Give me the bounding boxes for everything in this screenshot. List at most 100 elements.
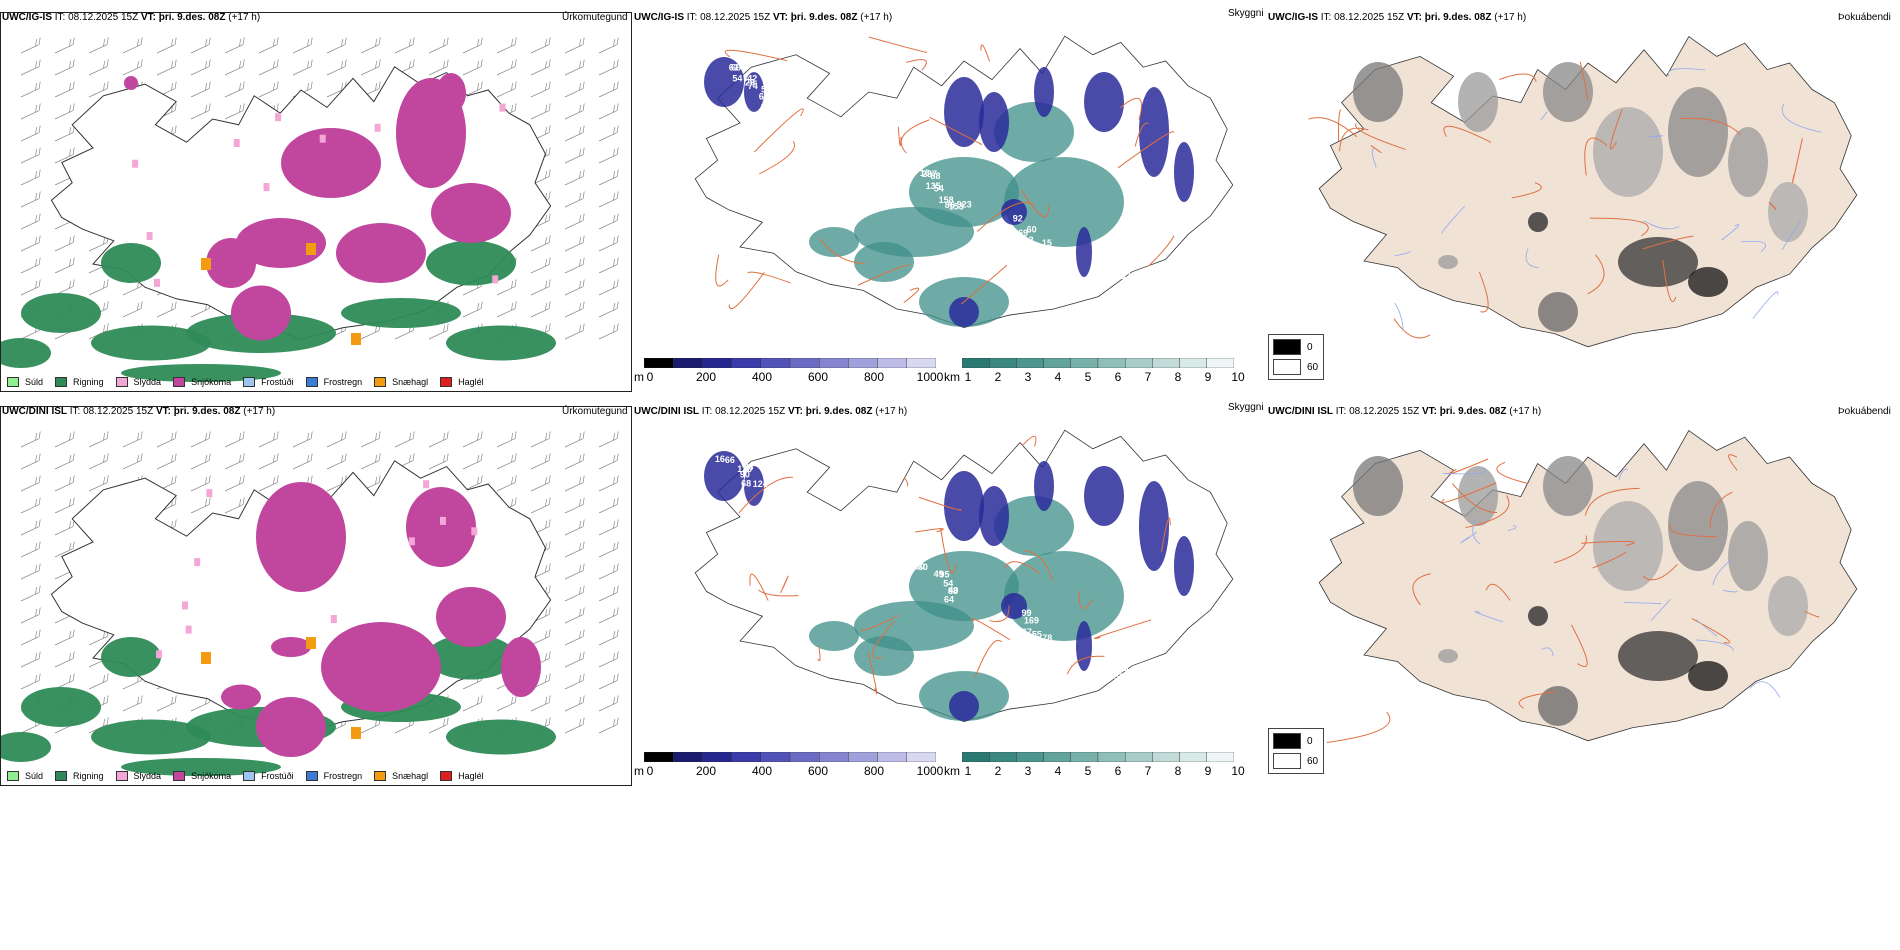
road bbox=[1584, 487, 1640, 516]
rain-area bbox=[446, 719, 556, 755]
fog-area bbox=[1538, 686, 1578, 726]
low-ceiling-area bbox=[744, 466, 764, 506]
road bbox=[1669, 524, 1717, 538]
visibility-colorbar-segment bbox=[1016, 358, 1044, 368]
road bbox=[1571, 624, 1588, 668]
visibility-colorbar-segment bbox=[1097, 358, 1126, 368]
ceiling-value-label: 60 bbox=[1027, 225, 1037, 235]
visibility-tick-label: 6 bbox=[1114, 764, 1122, 778]
graupel-spot bbox=[201, 258, 211, 270]
sleet-spot bbox=[319, 134, 326, 143]
ceiling-colorbar-segment bbox=[673, 752, 703, 762]
legend-item: Frostregn bbox=[305, 377, 363, 387]
river bbox=[1752, 291, 1779, 319]
ceiling-tick-label: 600 bbox=[807, 370, 829, 384]
wind-barb bbox=[20, 213, 41, 230]
ceiling-colorbar-segment bbox=[906, 752, 936, 762]
wind-barb bbox=[88, 431, 109, 448]
road bbox=[977, 202, 1035, 233]
fog-area bbox=[1458, 72, 1498, 132]
ceiling-value-label: 155 bbox=[866, 151, 881, 161]
river bbox=[1508, 525, 1517, 531]
visibility-colorbar-segment bbox=[1206, 358, 1234, 368]
wind-barb bbox=[530, 497, 551, 514]
ceiling-colorbar bbox=[644, 752, 936, 762]
wind-barb bbox=[598, 323, 619, 340]
visibility-colorbar bbox=[962, 752, 1234, 762]
low-visibility-area bbox=[854, 242, 914, 282]
legend-swatch bbox=[115, 377, 128, 387]
road bbox=[1021, 189, 1050, 218]
low-visibility-area bbox=[994, 496, 1074, 556]
it-label: IT: bbox=[686, 12, 698, 23]
ceiling-value-label: 50 bbox=[832, 510, 842, 520]
legend-label: Snæhagl bbox=[392, 377, 429, 387]
river bbox=[1474, 611, 1503, 623]
low-ceiling-area bbox=[1034, 461, 1054, 511]
wind-barb bbox=[20, 497, 41, 514]
low-ceiling-area bbox=[704, 57, 744, 107]
visibility-tick-label: 2 bbox=[994, 764, 1002, 778]
wind-barb bbox=[224, 497, 245, 514]
wind-barb bbox=[598, 169, 619, 186]
legend-label: Rigning bbox=[73, 377, 104, 387]
ceiling-value-label: 86 bbox=[743, 462, 753, 472]
wind-barb bbox=[156, 431, 177, 448]
visibility-tick-label: 7 bbox=[1144, 764, 1152, 778]
wind-barb bbox=[20, 563, 41, 580]
road bbox=[1134, 122, 1149, 147]
ceiling-value-label: 124 bbox=[753, 479, 768, 489]
legend-swatch bbox=[173, 771, 186, 781]
wind-barb bbox=[54, 59, 75, 76]
fog-area bbox=[1528, 212, 1548, 232]
it-label: IT: bbox=[69, 406, 81, 417]
low-ceiling-area bbox=[1034, 67, 1054, 117]
wind-barb bbox=[428, 453, 449, 470]
legend-item: Snæhagl bbox=[374, 377, 428, 387]
wind-barb bbox=[190, 103, 211, 120]
legend-label: Frostregn bbox=[323, 771, 363, 781]
ceiling-value-label: 82 bbox=[1153, 315, 1163, 325]
wind-barb bbox=[462, 301, 483, 318]
road bbox=[728, 271, 765, 310]
visibility-colorbar-segment bbox=[1179, 752, 1208, 762]
road bbox=[915, 528, 944, 533]
fog-legend: 0 60 bbox=[1268, 728, 1324, 774]
model-name: UWC/IG-IS bbox=[2, 12, 52, 23]
wind-barb bbox=[564, 585, 585, 602]
wind-barb bbox=[564, 125, 585, 142]
road bbox=[1078, 590, 1094, 609]
fog-map bbox=[1318, 430, 1858, 744]
visibility-header: UWC/DINI ISL IT: 08.12.2025 15Z VT: þri.… bbox=[634, 406, 907, 417]
wind-barb bbox=[496, 59, 517, 76]
visibility-colorbar-segment bbox=[989, 358, 1017, 368]
vt-label: VT: bbox=[772, 12, 788, 23]
wind-barb bbox=[598, 81, 619, 98]
it-label: IT: bbox=[1320, 12, 1332, 23]
low-ceiling-area bbox=[949, 297, 979, 327]
ceiling-tick-label: 200 bbox=[695, 764, 717, 778]
ceiling-unit: m bbox=[634, 370, 644, 384]
wind-barb bbox=[88, 59, 109, 76]
wind-barb bbox=[564, 519, 585, 536]
wind-barb bbox=[258, 59, 279, 76]
river bbox=[1695, 619, 1718, 637]
rain-area bbox=[91, 325, 211, 361]
wind-barb bbox=[564, 103, 585, 120]
road bbox=[1339, 127, 1369, 152]
legend-swatch bbox=[305, 771, 318, 781]
wind-barb bbox=[54, 257, 75, 274]
sleet-spot bbox=[194, 558, 201, 567]
ceiling-colorbar bbox=[644, 358, 936, 368]
wind-barb bbox=[20, 541, 41, 558]
wind-barb bbox=[530, 235, 551, 252]
lead-time: (+17 h) bbox=[243, 406, 276, 417]
road bbox=[906, 59, 927, 71]
legend-label: Frostregn bbox=[323, 377, 363, 387]
visibility-tick-label: 9 bbox=[1204, 764, 1212, 778]
wind-barb bbox=[360, 37, 381, 54]
wind-barb bbox=[54, 147, 75, 164]
ceiling-value-label: 211 bbox=[1042, 640, 1057, 650]
road bbox=[1804, 610, 1820, 618]
sleet-spot bbox=[185, 625, 192, 634]
